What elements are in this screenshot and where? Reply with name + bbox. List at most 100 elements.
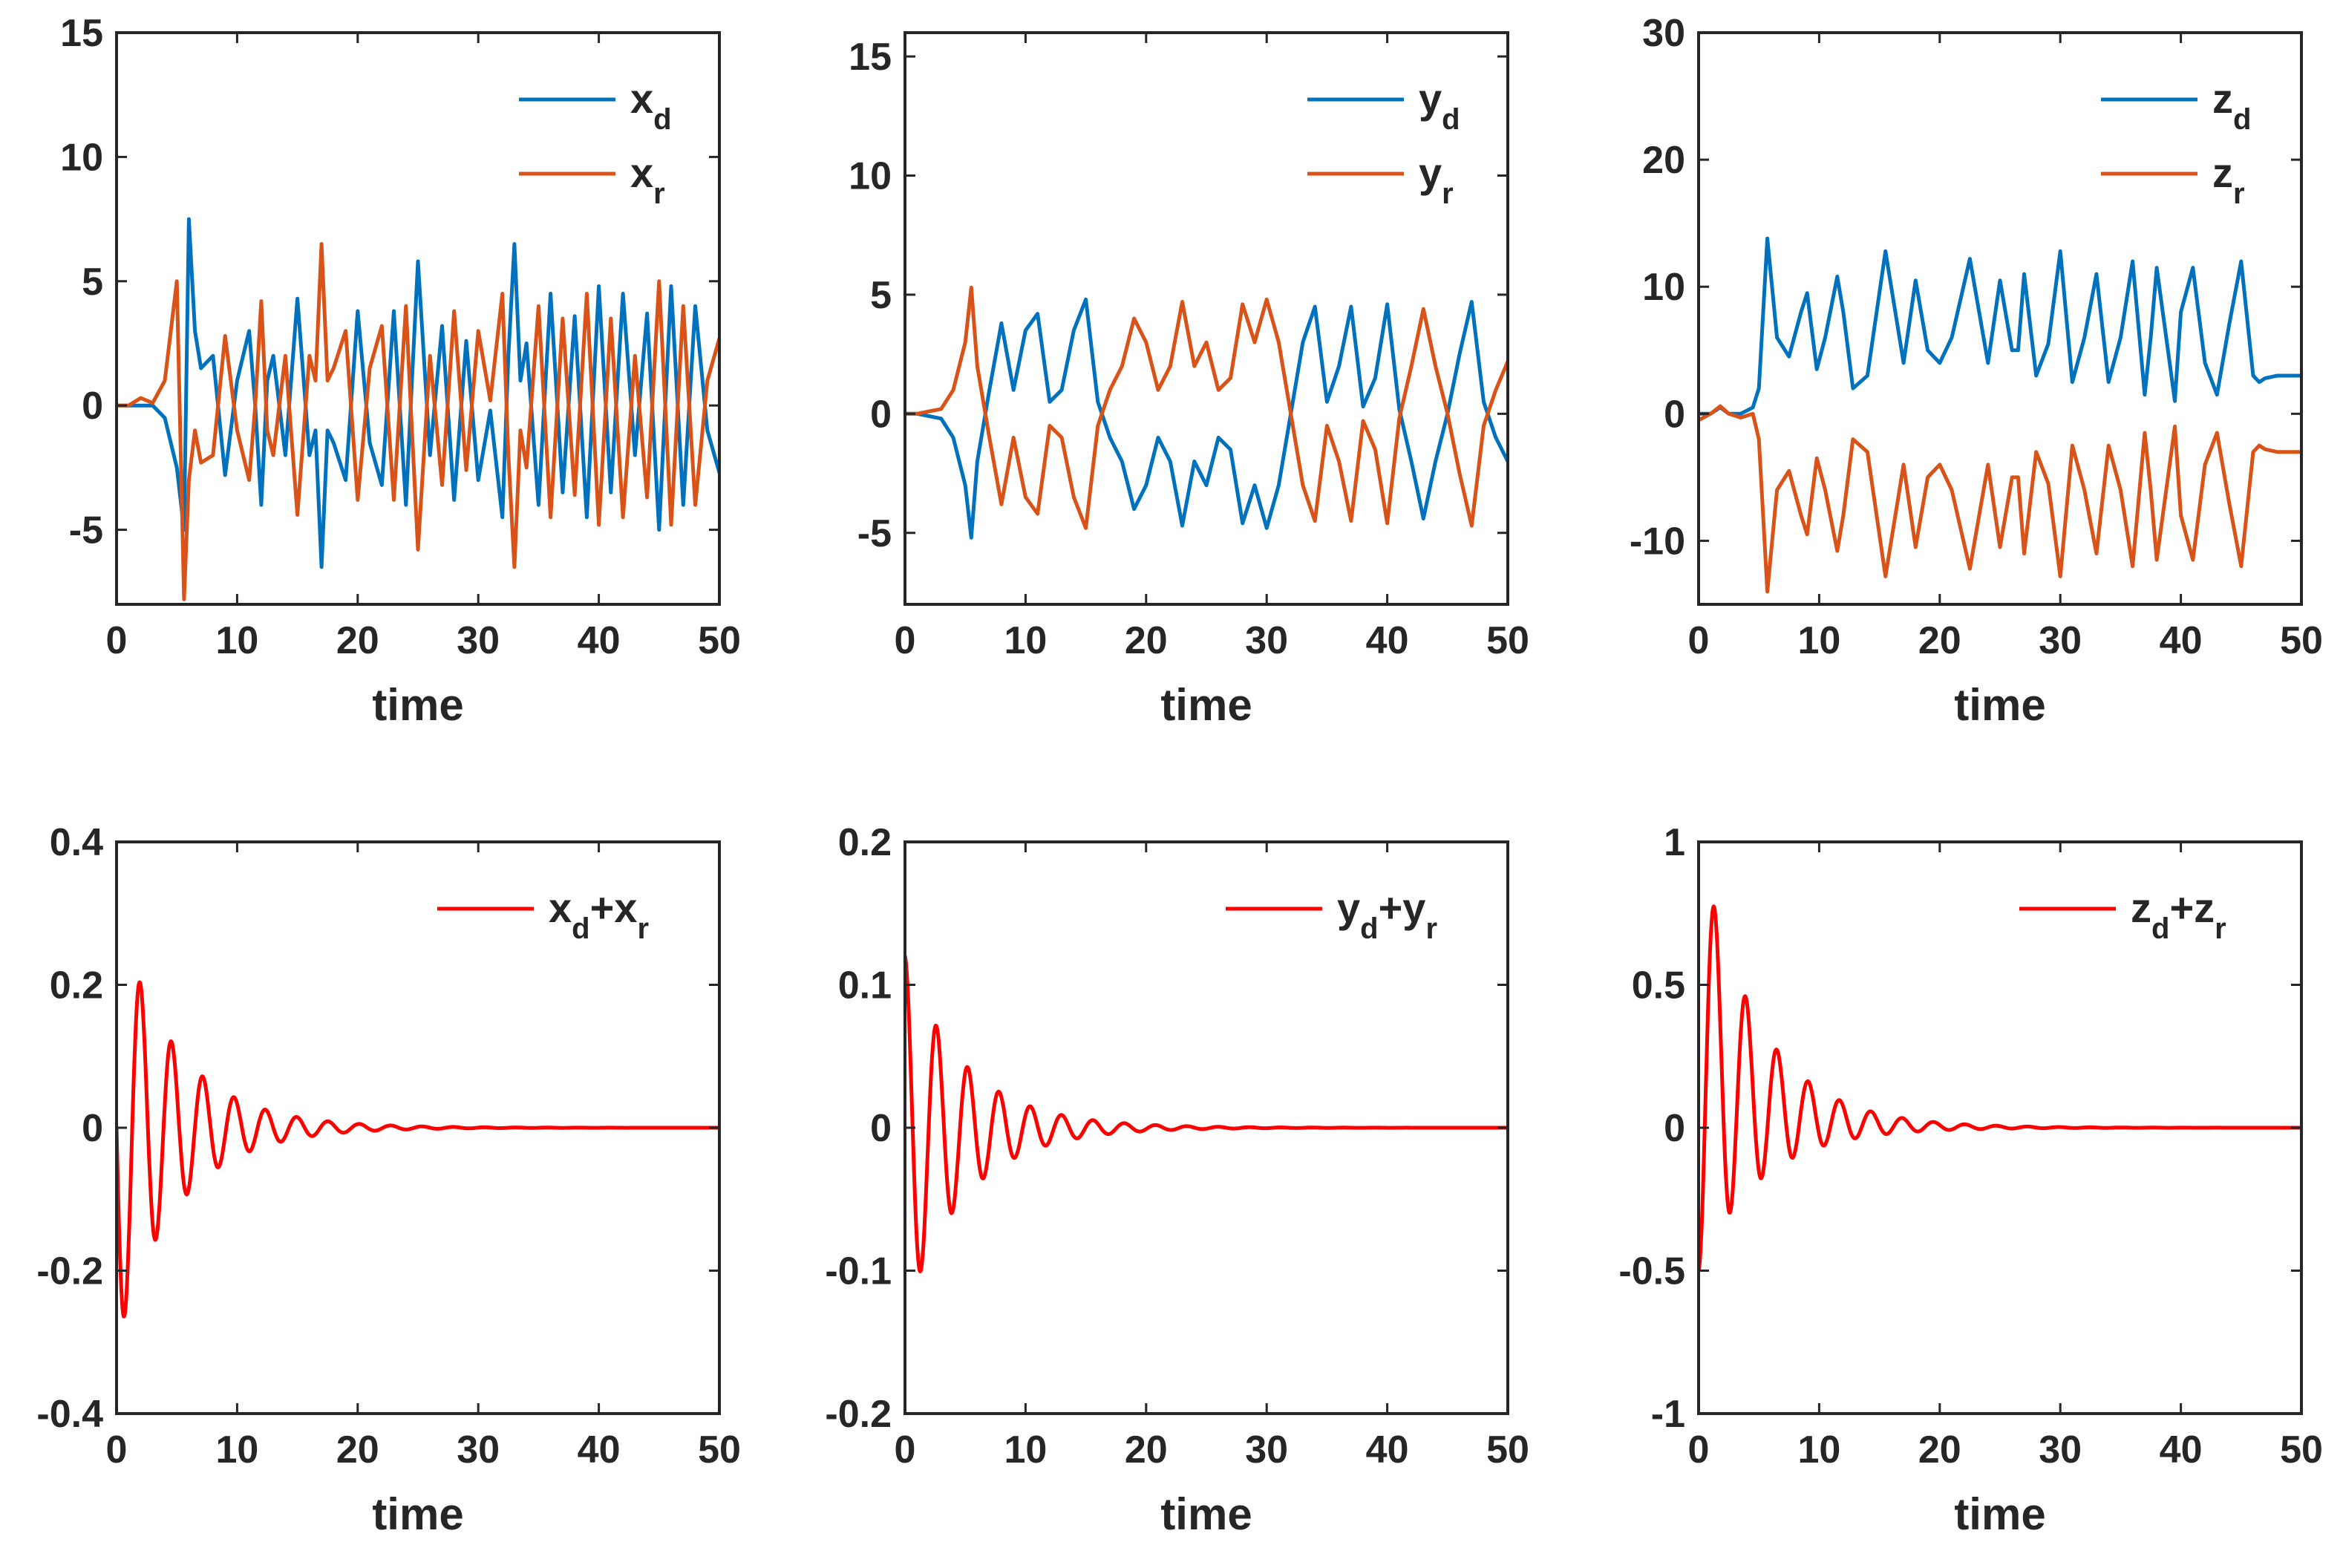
x-tick-label: 10 <box>1797 619 1840 662</box>
y-tick-label: -0.2 <box>36 1250 103 1293</box>
x-axis-label: time <box>1160 680 1252 730</box>
x-tick-label: 30 <box>2039 619 2082 662</box>
x-tick-label: 10 <box>215 1428 258 1471</box>
x-tick-label: 20 <box>1125 1428 1168 1471</box>
y-tick-label: 5 <box>82 261 103 304</box>
subplot-6: 0 10 20 30 40 50 -1 -0.5 0 0.5 1 time zd+zr <box>1618 821 2323 1539</box>
x-tick-label: 40 <box>578 619 621 662</box>
series-line-x-d-x-r <box>117 980 719 1319</box>
x-tick-label: 20 <box>336 1428 379 1471</box>
x-tick-label: 0 <box>106 1428 128 1471</box>
x-tick-label: 30 <box>2039 1428 2082 1471</box>
series-line-z-d-z-r <box>1699 904 2301 1273</box>
x-tick-label: 50 <box>698 1428 741 1471</box>
x-tick-label: 10 <box>215 619 258 662</box>
y-tick-label: 1 <box>1664 821 1685 864</box>
y-tick-label: 0 <box>870 1107 892 1150</box>
y-tick-label: -5 <box>857 512 892 555</box>
y-tick-label: -10 <box>1630 520 1685 563</box>
y-tick-label: 0 <box>1664 393 1685 436</box>
legend: zd zr <box>2101 75 2251 210</box>
legend-label: zd+zr <box>2131 884 2226 945</box>
x-tick-label: 30 <box>1245 619 1288 662</box>
x-tick-label: 10 <box>1797 1428 1840 1471</box>
y-tick-label: -0.4 <box>36 1393 103 1436</box>
legend: xd xr <box>519 75 672 210</box>
x-tick-label: 0 <box>1688 619 1710 662</box>
legend-label: yr <box>1419 149 1454 210</box>
y-tick-label: 5 <box>870 274 892 317</box>
x-tick-label: 50 <box>2280 1428 2323 1471</box>
axes-box <box>903 31 1509 606</box>
x-tick-label: 50 <box>698 619 741 662</box>
x-tick-label: 40 <box>1366 1428 1409 1471</box>
x-axis-label: time <box>1954 680 2045 730</box>
legend: xd+xr <box>437 884 649 945</box>
legend: zd+zr <box>2019 884 2226 945</box>
series-line-y-d-y-r <box>905 954 1508 1273</box>
x-tick-label: 20 <box>1918 619 1961 662</box>
y-tick-label: -5 <box>69 509 103 552</box>
series-line-z-d <box>1699 236 2301 416</box>
x-tick-label: 30 <box>1245 1428 1288 1471</box>
y-tick-label: -0.5 <box>1618 1250 1685 1293</box>
series-line-z-r <box>1699 404 2301 594</box>
x-tick-label: 20 <box>1125 619 1168 662</box>
x-tick-label: 50 <box>1486 1428 1529 1471</box>
y-tick-label: 0.2 <box>838 821 892 864</box>
x-tick-label: 40 <box>1366 619 1409 662</box>
axes-box <box>115 31 721 606</box>
y-tick-label: 15 <box>60 12 103 55</box>
x-tick-label: 0 <box>1688 1428 1710 1471</box>
y-tick-label: 0.1 <box>838 964 892 1007</box>
y-tick-label: 0.4 <box>50 821 103 864</box>
y-tick-label: -0.1 <box>825 1250 892 1293</box>
x-tick-label: 50 <box>1486 619 1529 662</box>
y-tick-label: -1 <box>1651 1393 1685 1436</box>
y-tick-label: 0 <box>870 393 892 436</box>
subplot-4: 0 10 20 30 40 50 -0.4 -0.2 0 0.2 0.4 time xd+xr <box>36 821 741 1539</box>
subplot-5: 0 10 20 30 40 50 -0.2 -0.1 0 0.1 0.2 time yd+yr <box>825 821 1529 1539</box>
y-tick-label: -0.2 <box>825 1393 892 1436</box>
x-tick-label: 50 <box>2280 619 2323 662</box>
subplot-1: 0 10 20 30 40 50 -5 0 5 10 15 time xd xr <box>60 12 741 730</box>
x-tick-label: 30 <box>457 619 500 662</box>
x-tick-label: 10 <box>1004 1428 1047 1471</box>
legend-label: xd <box>630 75 672 136</box>
x-tick-label: 40 <box>2160 619 2203 662</box>
x-tick-label: 20 <box>336 619 379 662</box>
x-tick-label: 0 <box>895 619 916 662</box>
y-tick-label: 15 <box>849 36 892 79</box>
x-axis-label: time <box>1160 1489 1252 1539</box>
y-tick-label: 10 <box>1642 266 1685 309</box>
x-axis-label: time <box>372 680 463 730</box>
legend-label: xd+xr <box>549 884 649 945</box>
x-tick-label: 40 <box>578 1428 621 1471</box>
x-axis-label: time <box>372 1489 463 1539</box>
x-tick-label: 0 <box>895 1428 916 1471</box>
subplot-3: 0 10 20 30 40 50 -10 0 10 20 30 time zd zr <box>1630 12 2323 730</box>
y-tick-label: 0 <box>82 1107 103 1150</box>
y-tick-label: 0 <box>82 385 103 428</box>
y-tick-label: 20 <box>1642 139 1685 182</box>
subplot-2: 0 10 20 30 40 50 -5 0 5 10 15 time yd yr <box>849 31 1529 730</box>
x-tick-label: 10 <box>1004 619 1047 662</box>
y-tick-label: 10 <box>60 136 103 179</box>
legend: yd yr <box>1307 75 1460 210</box>
x-tick-label: 40 <box>2160 1428 2203 1471</box>
y-tick-label: 30 <box>1642 12 1685 55</box>
y-tick-label: 10 <box>849 155 892 198</box>
y-tick-label: 0.5 <box>1632 964 1685 1007</box>
series-line-y-d <box>905 297 1508 540</box>
series-line-x-r <box>117 242 719 601</box>
legend-label: zd <box>2212 75 2251 136</box>
legend-label: xr <box>630 149 665 210</box>
x-tick-label: 0 <box>106 619 128 662</box>
legend-label: yd <box>1419 75 1460 136</box>
x-tick-label: 20 <box>1918 1428 1961 1471</box>
y-tick-label: 0 <box>1664 1107 1685 1150</box>
legend: yd+yr <box>1226 884 1437 945</box>
legend-label: yd+yr <box>1337 884 1437 945</box>
y-tick-label: 0.2 <box>50 964 103 1007</box>
